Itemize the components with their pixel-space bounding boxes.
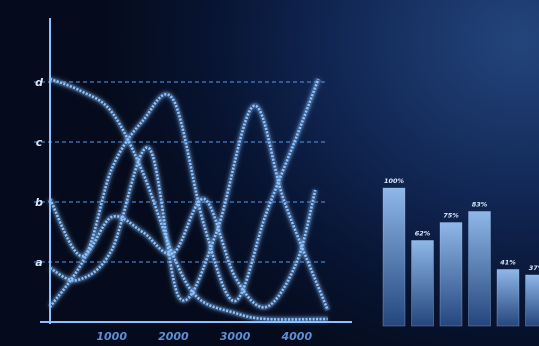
x-tick-label: 3000	[220, 330, 251, 343]
y-tick-label: c	[36, 136, 43, 149]
bar-value-label: 83%	[472, 200, 488, 208]
bar-value-label: 62%	[415, 229, 431, 237]
bar	[439, 222, 463, 327]
bar-value-label: 100%	[384, 177, 405, 185]
series-line-2	[49, 104, 329, 311]
y-tick-label: d	[35, 76, 43, 89]
bar	[525, 274, 539, 327]
y-tick-label: b	[35, 196, 43, 209]
series-line-4	[49, 77, 328, 321]
bar	[382, 187, 406, 327]
series-line-1	[48, 189, 317, 309]
x-tick-label: 2000	[158, 330, 189, 343]
x-tick-label: 1000	[96, 330, 127, 343]
bar-value-label: 37%	[529, 264, 539, 272]
x-tick-label: 4000	[280, 330, 312, 343]
series-line-3	[48, 78, 320, 308]
bar	[468, 211, 491, 327]
y-tick-label: a	[35, 256, 42, 269]
bar	[411, 240, 434, 327]
bar-value-label: 41%	[500, 258, 516, 266]
bar-value-label: 75%	[443, 212, 459, 220]
bar	[496, 269, 520, 327]
